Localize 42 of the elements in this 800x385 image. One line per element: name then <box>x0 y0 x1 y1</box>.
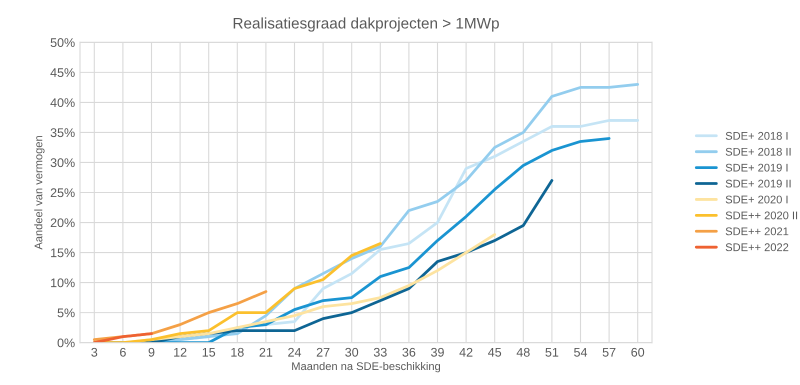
x-tick-label: 18 <box>231 348 244 357</box>
x-tick-label: 12 <box>174 348 186 357</box>
y-tick-label: 35% <box>50 128 75 138</box>
legend-label: SDE++ 2020 II <box>726 211 798 220</box>
x-tick-label: 21 <box>260 348 272 357</box>
x-tick-label: 42 <box>459 348 472 357</box>
legend-label: SDE+ 2018 I <box>726 132 788 140</box>
x-tick-label: 48 <box>516 348 530 357</box>
y-tick-label: 20% <box>50 218 75 228</box>
legend-label: SDE+ 2020 I <box>726 196 788 204</box>
x-tick-label: 39 <box>431 348 444 357</box>
y-tick-label: 40% <box>50 98 75 108</box>
x-axis-title: Maanden na SDE-beschikking <box>292 362 440 372</box>
chart-title: Realisatiesgraad dakprojecten > 1MWp <box>234 17 499 32</box>
x-tick-label: 54 <box>574 348 588 357</box>
x-tick-label: 27 <box>316 348 330 357</box>
x-tick-label: 15 <box>202 348 216 357</box>
x-tick-label: 36 <box>402 348 416 357</box>
x-tick-label: 33 <box>374 348 387 357</box>
legend-label: SDE++ 2021 <box>726 227 788 236</box>
x-tick-label: 3 <box>91 348 98 357</box>
legend-label: SDE+ 2018 II <box>726 148 791 156</box>
x-tick-label: 45 <box>488 348 502 357</box>
x-tick-label: 60 <box>631 348 644 357</box>
y-tick-label: 30% <box>50 158 75 168</box>
x-tick-label: 24 <box>288 348 302 357</box>
x-tick-label: 51 <box>545 348 558 357</box>
y-tick-label: 15% <box>51 248 75 258</box>
legend-label: SDE+ 2019 II <box>726 180 791 188</box>
x-tick-label: 57 <box>602 348 616 357</box>
y-axis-title: Aandeel van vermogen <box>34 136 45 250</box>
y-tick-label: 25% <box>50 188 75 198</box>
x-tick-label: 9 <box>148 348 154 357</box>
y-tick-label: 50% <box>50 38 75 47</box>
y-tick-label: 45% <box>50 68 75 78</box>
legend-label: SDE++ 2022 <box>726 243 788 252</box>
x-tick-label: 30 <box>345 348 358 357</box>
y-tick-label: 10% <box>51 278 75 288</box>
y-tick-label: 5% <box>58 308 75 318</box>
y-tick-label: 0% <box>58 338 75 348</box>
x-tick-label: 6 <box>120 348 126 357</box>
legend-label: SDE+ 2019 I <box>726 164 788 172</box>
